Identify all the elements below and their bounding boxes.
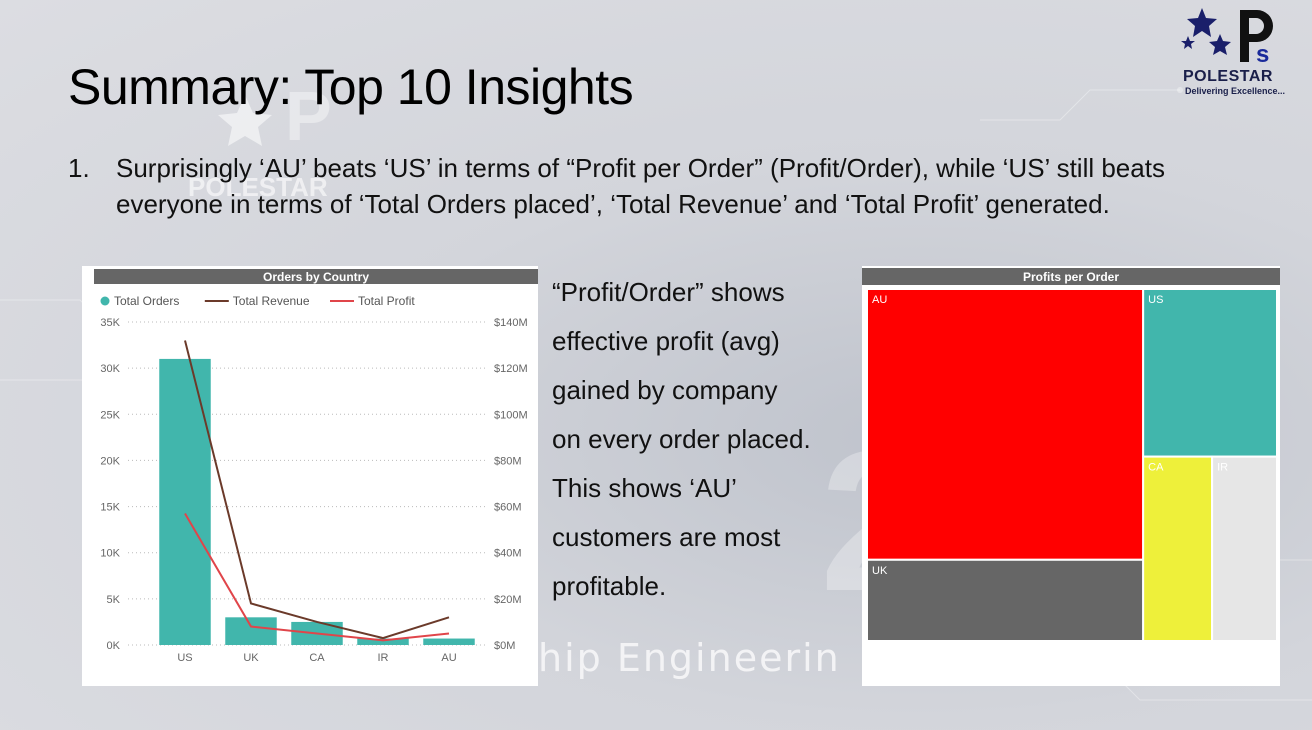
treemap-cell-au [866,288,1145,561]
x-tick-label: UK [243,652,259,664]
y-right-tick-label: $100M [494,409,528,421]
treemap-title-bar [862,268,1280,285]
treemap-label: AU [872,294,887,306]
banner-text: hip Engineerin [538,636,841,680]
side-text-line: profitable. [552,571,667,601]
profits-per-order-panel: Profits per Order AU UK US CA IR [862,266,1280,686]
orders-by-country-chart: Orders by Country Total Orders Total Reven… [94,269,538,664]
bar-total-orders [159,358,211,645]
treemap-label: IR [1217,462,1228,474]
treemap-label: CA [1148,462,1164,474]
svg-text:s: s [1256,41,1269,68]
side-text-line: effective profit (avg) [552,326,780,356]
y-right-tick-label: $40M [494,548,522,560]
y-left-tick-label: 5K [107,594,121,606]
y-left-tick-label: 10K [100,548,120,560]
bullet-number: 1. [68,153,90,183]
side-text-line: This shows ‘AU’ [552,473,737,503]
treemap-cell-ir [1211,455,1278,642]
y-left-tick-label: 20K [100,455,120,467]
bar-total-orders [423,638,475,645]
logo-mark-icon: s [1181,8,1273,68]
y-left-tick-label: 15K [100,502,120,514]
treemap-cell-uk [866,558,1145,642]
treemap-title: Profits per Order [1023,270,1119,284]
x-tick-label: CA [309,652,325,664]
x-tick-label: AU [441,652,456,664]
bar-total-orders [357,638,409,645]
bullet-text: Surprisingly ‘AU’ beats ‘US’ in terms of… [116,153,1165,219]
y-right-tick-label: $60M [494,502,522,514]
orders-by-country-panel: Orders by Country Total Orders Total Reven… [82,266,538,686]
legend-label: Total Orders [114,294,179,308]
chart-title: Orders by Country [263,270,369,284]
treemap-label: UK [872,565,888,577]
logo-tagline: Delivering Excellence... [1185,86,1286,96]
profits-per-order-treemap: Profits per Order AU UK US CA IR [862,268,1280,642]
side-text-line: “Profit/Order” shows [552,277,785,307]
line-total-revenue [184,340,450,640]
treemap-label: US [1148,294,1163,306]
chart-title-bar [94,269,538,284]
legend-marker [100,296,110,306]
legend-label: Total Profit [358,294,415,308]
y-right-tick-label: $80M [494,455,522,467]
y-right-tick-label: $140M [494,317,528,329]
side-text-line: on every order placed. [552,424,811,454]
y-right-tick-label: $120M [494,363,528,375]
x-tick-label: IR [378,652,389,664]
y-left-tick-label: 30K [100,363,120,375]
bar-total-orders [225,617,277,645]
y-left-tick-label: 35K [100,317,120,329]
legend-label: Total Revenue [233,294,310,308]
y-right-tick-label: $20M [494,594,522,606]
side-text-line: gained by company [552,375,778,405]
side-text-line: customers are most [552,522,781,552]
treemap-cell-ca [1142,455,1214,642]
line-total-profit [184,512,450,642]
side-explanation: “Profit/Order” shows effective profit (a… [552,268,862,611]
y-left-tick-label: 0K [107,640,121,652]
y-left-tick-label: 25K [100,409,120,421]
slide-title: Summary: Top 10 Insights [68,59,634,115]
treemap-cell-us [1142,288,1278,458]
x-tick-label: US [177,652,192,664]
y-right-tick-label: $0M [494,640,515,652]
logo-brand: POLESTAR [1183,68,1273,85]
polestar-logo: s POLESTAR Delivering Excellence... [1180,6,1290,98]
